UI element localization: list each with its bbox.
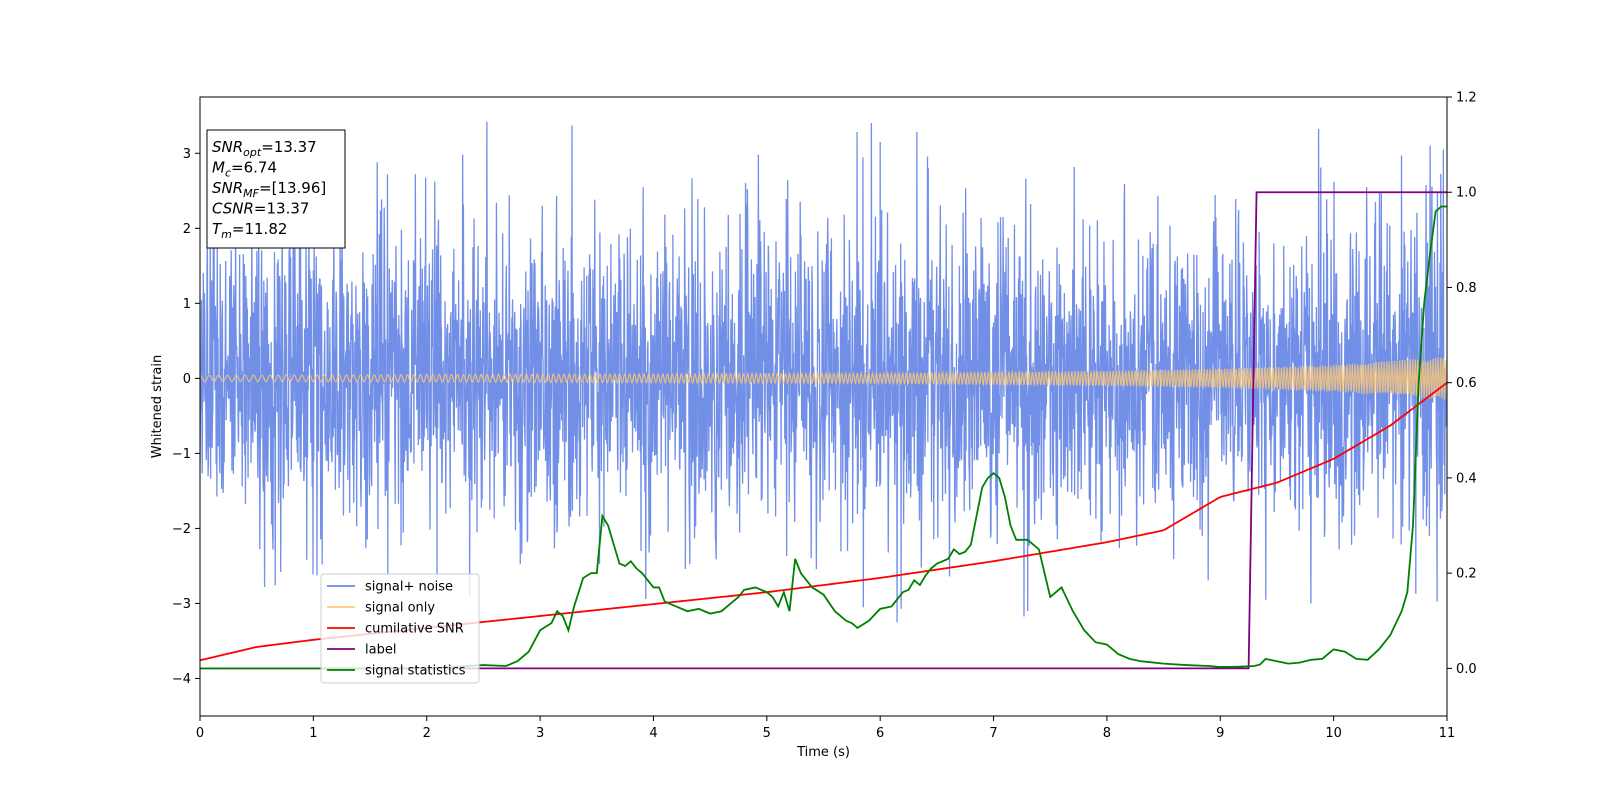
y-tick-label: −4 (172, 672, 191, 687)
x-tick-label: 1 (309, 726, 317, 741)
x-axis-label: Time (s) (796, 745, 850, 760)
y-tick-label: −3 (172, 597, 191, 612)
y2-tick-label: 0.4 (1456, 471, 1477, 486)
x-tick-label: 7 (989, 726, 997, 741)
y-tick-label: −1 (172, 447, 191, 462)
x-tick-label: 6 (876, 726, 884, 741)
y-tick-label: 1 (183, 297, 191, 312)
x-tick-label: 10 (1325, 726, 1342, 741)
legend-entry-label: signal only (365, 601, 435, 616)
y2-tick-label: 1.0 (1456, 186, 1477, 201)
annotation-line: Mc=6.74 (212, 159, 277, 180)
legend-entry-label: signal+ noise (365, 580, 453, 595)
series-label-line (200, 191, 1447, 670)
annotation-line: SNRopt=13.37 (212, 138, 317, 159)
annotation-line: Tm=11.82 (212, 220, 287, 241)
y-tick-label: 0 (183, 372, 191, 387)
y2-tick-label: 1.2 (1456, 91, 1477, 106)
axes: 0 1 2 3 4 5 6 7 8 9 10 11 −4 −3 −2 −1 0 1 2 3 0.0 0.2 0.4 0.6 0.… (172, 91, 1477, 742)
x-tick-label: 3 (536, 726, 544, 741)
legend-entry-label: signal statistics (365, 664, 466, 679)
axes-frame (199, 96, 1448, 717)
series-signal-noise-line (200, 121, 1447, 623)
series-signal-only-line (200, 357, 1447, 401)
x-tick-label: 4 (649, 726, 657, 741)
annotation-box: SNRopt=13.37Mc=6.74SNRMF=[13.96]CSNR=13.… (206, 129, 346, 249)
y-tick-label: −2 (172, 522, 191, 537)
x-tick-label: 0 (196, 726, 204, 741)
y-tick-label: 2 (183, 222, 191, 237)
legend-frame (320, 573, 480, 684)
annotation-frame (206, 129, 346, 249)
legend-entry-label: cumilative SNR (365, 622, 464, 637)
legend: signal+ noise signal only cumilative SNR la… (320, 573, 480, 684)
y-axis-label: Whitened strain (150, 355, 165, 458)
y2-tick-label: 0.0 (1456, 662, 1477, 677)
annotation-line: SNRMF=[13.96] (212, 179, 326, 200)
x-tick-label: 8 (1103, 726, 1111, 741)
y-tick-label: 3 (183, 147, 191, 162)
x-tick-label: 11 (1439, 726, 1456, 741)
annotation-line: CSNR=13.37 (212, 200, 309, 218)
x-tick-label: 5 (763, 726, 771, 741)
y2-tick-label: 0.8 (1456, 281, 1477, 296)
x-tick-label: 2 (423, 726, 431, 741)
y2-tick-label: 0.2 (1456, 567, 1477, 582)
y2-tick-label: 0.6 (1456, 376, 1477, 391)
x-tick-label: 9 (1216, 726, 1224, 741)
legend-entry-label: label (365, 643, 396, 658)
series-signal-statistics-line (200, 205, 1447, 670)
